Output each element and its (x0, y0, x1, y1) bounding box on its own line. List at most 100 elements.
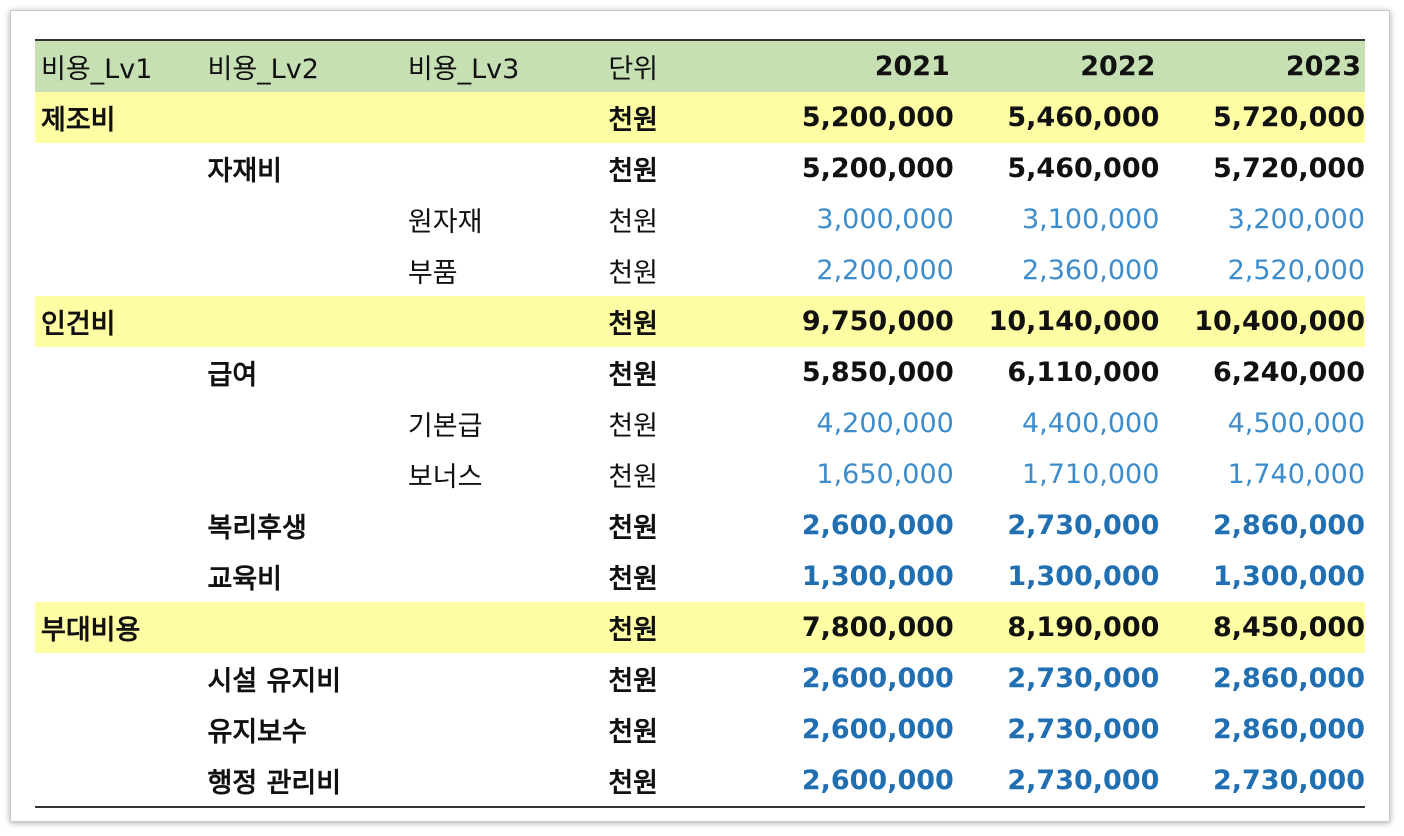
cell-lv1[interactable] (35, 551, 202, 602)
cell-2022[interactable]: 10,140,000 (988, 306, 1160, 337)
cell-unit[interactable]: 천원 (608, 462, 659, 493)
cell-lv3[interactable] (402, 92, 602, 143)
cell-lv1[interactable]: 인건비 (41, 309, 116, 340)
cell-2022[interactable]: 1,300,000 (1007, 561, 1160, 592)
cell-2022[interactable]: 3,100,000 (1021, 204, 1160, 235)
cell-lv1[interactable]: 제조비 (41, 105, 116, 136)
cell-2021[interactable]: 3,000,000 (816, 204, 954, 235)
cell-unit[interactable]: 천원 (608, 258, 659, 289)
cell-lv2[interactable]: 급여 (207, 360, 258, 391)
cell-2021[interactable]: 4,200,000 (816, 408, 954, 439)
cell-lv1[interactable] (35, 653, 202, 704)
cell-2023[interactable]: 2,860,000 (1212, 663, 1365, 694)
cell-lv3[interactable]: 보너스 (407, 462, 483, 493)
cell-2023[interactable]: 1,740,000 (1227, 459, 1365, 490)
cell-2021[interactable]: 2,600,000 (801, 765, 954, 796)
cell-2023[interactable]: 3,200,000 (1227, 204, 1365, 235)
cell-lv1[interactable] (35, 143, 202, 194)
cell-2022[interactable]: 2,360,000 (1021, 255, 1160, 286)
cell-lv2[interactable] (202, 92, 402, 143)
cell-lv1[interactable] (35, 347, 202, 398)
cell-lv2[interactable] (202, 194, 402, 245)
cell-lv2[interactable] (202, 296, 402, 347)
cell-2023[interactable]: 2,860,000 (1212, 714, 1365, 745)
cell-lv3[interactable] (402, 602, 602, 653)
cell-2021[interactable]: 9,750,000 (801, 306, 954, 337)
cell-lv3[interactable] (402, 704, 602, 755)
cell-lv1[interactable] (35, 500, 202, 551)
cell-lv2[interactable]: 유지보수 (207, 717, 307, 748)
cell-lv3[interactable] (402, 347, 602, 398)
cell-unit[interactable]: 천원 (608, 156, 659, 187)
cell-lv1[interactable] (35, 245, 202, 296)
cell-2023[interactable]: 5,720,000 (1212, 102, 1365, 133)
cell-2023[interactable]: 8,450,000 (1212, 612, 1365, 643)
cell-2022[interactable]: 6,110,000 (1007, 357, 1160, 388)
cell-lv3[interactable] (402, 500, 602, 551)
cell-2022[interactable]: 2,730,000 (1007, 765, 1160, 796)
cell-2021[interactable]: 2,600,000 (801, 663, 954, 694)
cell-unit[interactable]: 천원 (608, 615, 659, 646)
cell-2023[interactable]: 2,730,000 (1212, 765, 1365, 796)
cell-lv1[interactable] (35, 194, 202, 245)
cell-lv3[interactable] (402, 653, 602, 704)
cell-lv2[interactable]: 자재비 (207, 156, 283, 187)
cell-unit[interactable]: 천원 (608, 411, 659, 442)
cell-2021[interactable]: 5,200,000 (801, 153, 954, 184)
cell-2023[interactable]: 10,400,000 (1194, 306, 1365, 337)
cell-lv3[interactable]: 부품 (407, 258, 458, 289)
cell-unit[interactable]: 천원 (608, 666, 659, 697)
cell-lv1[interactable]: 부대비용 (41, 615, 141, 646)
cell-unit[interactable]: 천원 (608, 360, 659, 391)
cell-2022[interactable]: 2,730,000 (1007, 510, 1160, 541)
cell-2022[interactable]: 4,400,000 (1021, 408, 1160, 439)
cell-2023[interactable]: 5,720,000 (1212, 153, 1365, 184)
cell-unit[interactable]: 천원 (608, 105, 659, 136)
cell-lv2[interactable] (202, 449, 402, 500)
cell-lv2[interactable]: 교육비 (207, 564, 283, 595)
cell-2022[interactable]: 2,730,000 (1007, 714, 1160, 745)
cell-2022[interactable]: 1,710,000 (1021, 459, 1160, 490)
cell-lv2[interactable]: 시설 유지비 (207, 666, 342, 697)
cell-2023[interactable]: 2,860,000 (1212, 510, 1365, 541)
cell-2022[interactable]: 8,190,000 (1007, 612, 1160, 643)
cell-2023[interactable]: 2,520,000 (1227, 255, 1365, 286)
cell-2022[interactable]: 5,460,000 (1007, 102, 1160, 133)
cell-2021[interactable]: 1,300,000 (801, 561, 954, 592)
table-row: 행정 관리비 천원 2,600,000 2,730,000 2,730,000 (35, 755, 1365, 807)
cell-2022[interactable]: 2,730,000 (1007, 663, 1160, 694)
cell-lv3[interactable]: 원자재 (407, 207, 483, 238)
cell-2021[interactable]: 2,600,000 (801, 510, 954, 541)
cell-lv1[interactable] (35, 449, 202, 500)
cell-unit[interactable]: 천원 (608, 768, 659, 799)
cell-unit[interactable]: 천원 (608, 717, 659, 748)
cell-lv2[interactable]: 행정 관리비 (207, 768, 342, 799)
cell-2023[interactable]: 1,300,000 (1212, 561, 1365, 592)
cell-lv3[interactable] (402, 296, 602, 347)
cell-2021[interactable]: 7,800,000 (801, 612, 954, 643)
cell-lv2[interactable] (202, 398, 402, 449)
header-lv2: 비용_Lv2 (207, 54, 319, 85)
cell-2021[interactable]: 2,200,000 (816, 255, 954, 286)
cell-unit[interactable]: 천원 (608, 309, 659, 340)
cell-unit[interactable]: 천원 (608, 207, 659, 238)
cell-lv2[interactable]: 복리후생 (207, 513, 307, 544)
cell-lv3[interactable]: 기본급 (407, 411, 483, 442)
cell-2021[interactable]: 1,650,000 (816, 459, 954, 490)
cell-lv1[interactable] (35, 755, 202, 807)
cell-lv2[interactable] (202, 245, 402, 296)
cell-lv2[interactable] (202, 602, 402, 653)
cell-2023[interactable]: 4,500,000 (1227, 408, 1365, 439)
cell-2023[interactable]: 6,240,000 (1212, 357, 1365, 388)
cell-unit[interactable]: 천원 (608, 513, 659, 544)
cell-unit[interactable]: 천원 (608, 564, 659, 595)
cell-2021[interactable]: 2,600,000 (801, 714, 954, 745)
cell-2021[interactable]: 5,850,000 (801, 357, 954, 388)
cell-lv3[interactable] (402, 755, 602, 807)
cell-2022[interactable]: 5,460,000 (1007, 153, 1160, 184)
cell-2021[interactable]: 5,200,000 (801, 102, 954, 133)
cell-lv3[interactable] (402, 551, 602, 602)
cell-lv1[interactable] (35, 704, 202, 755)
cell-lv1[interactable] (35, 398, 202, 449)
cell-lv3[interactable] (402, 143, 602, 194)
